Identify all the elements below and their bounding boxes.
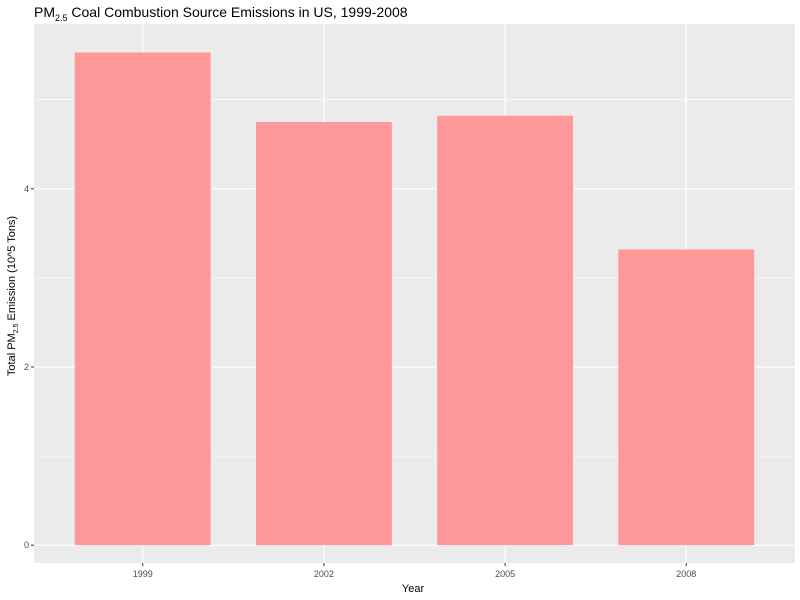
y-axis-ticks: 0 2 4 — [24, 184, 34, 550]
bars — [74, 52, 755, 546]
chart-title: PM2.5 Coal Combustion Source Emissions i… — [34, 4, 408, 23]
bar-1999 — [74, 52, 211, 546]
x-tick-label: 2005 — [495, 569, 515, 579]
bar-2008 — [618, 249, 755, 546]
x-axis-title: Year — [401, 583, 425, 595]
y-tick-label: 2 — [24, 362, 29, 372]
y-axis-title: Total PM2.5 Emission (10^5 Tons) — [5, 215, 21, 377]
bar-2002 — [255, 122, 392, 546]
y-tick-label: 4 — [24, 184, 29, 194]
y-tick-label: 0 — [24, 540, 29, 550]
x-tick-label: 2002 — [314, 569, 334, 579]
bar-2005 — [437, 115, 574, 546]
x-axis-ticks: 1999 2002 2005 2008 — [133, 563, 696, 579]
x-tick-label: 1999 — [133, 569, 153, 579]
x-tick-label: 2008 — [676, 569, 696, 579]
